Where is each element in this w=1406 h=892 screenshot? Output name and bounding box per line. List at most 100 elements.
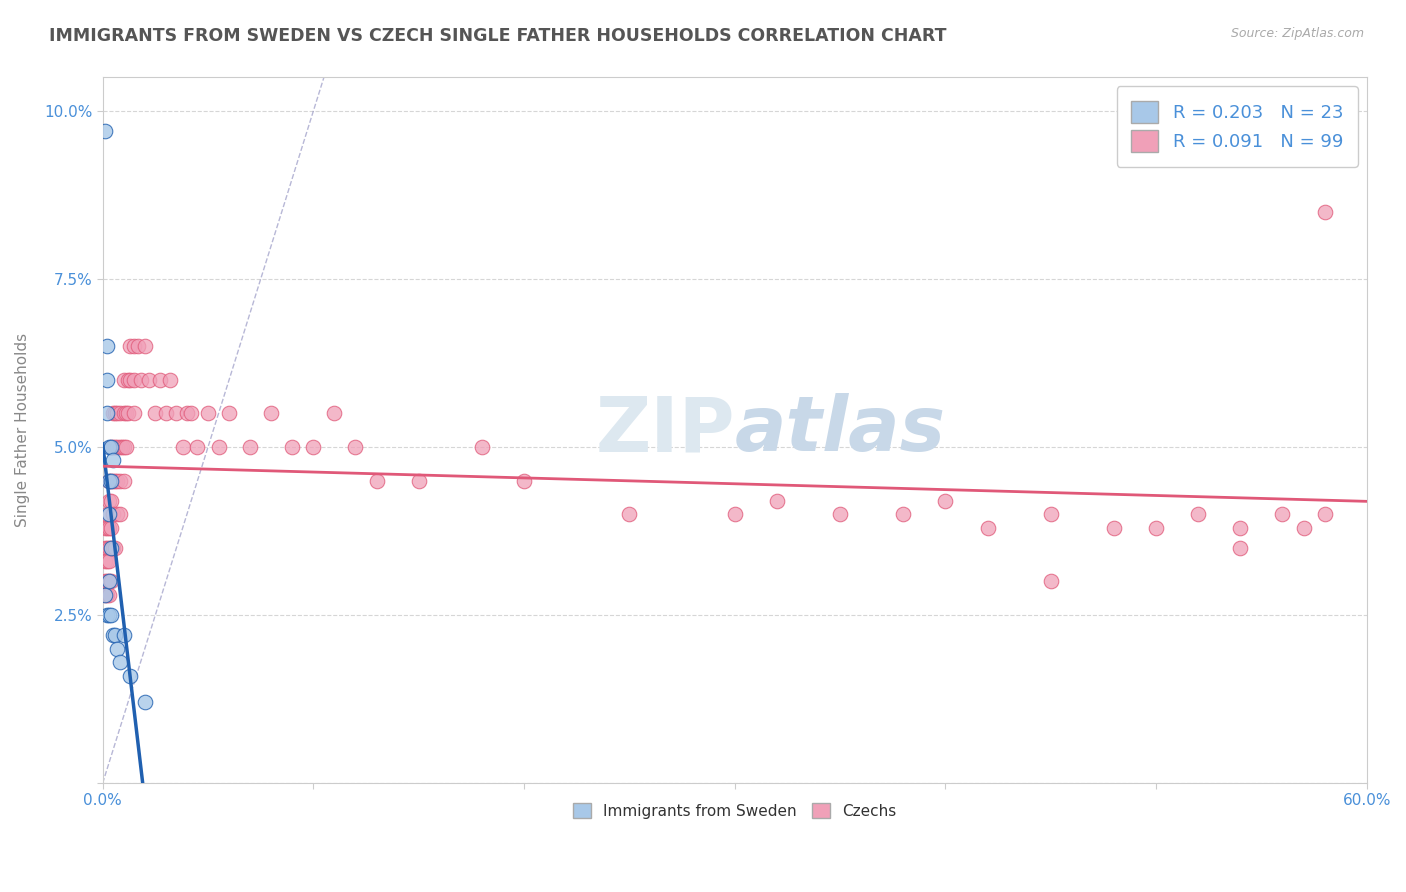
Point: [115, 440, 138, 454]
Point: [100, 440, 122, 454]
Point: [344, 440, 367, 454]
Point: [100, 493, 122, 508]
Y-axis label: Single Father Households: Single Father Households: [15, 334, 30, 527]
Point: [100, 440, 122, 454]
Point: [94, 124, 117, 138]
Point: [366, 474, 388, 488]
Point: [94, 554, 117, 568]
Point: [108, 508, 131, 522]
Point: [408, 474, 430, 488]
Point: [172, 440, 194, 454]
Point: [134, 695, 156, 709]
Point: [129, 373, 152, 387]
Point: [98, 588, 121, 602]
Point: [112, 373, 135, 387]
Point: [1229, 521, 1251, 535]
Point: [112, 628, 135, 642]
Point: [1187, 508, 1209, 522]
Point: [108, 655, 131, 669]
Point: [1144, 521, 1167, 535]
Point: [176, 406, 198, 420]
Point: [934, 493, 956, 508]
Point: [103, 453, 125, 467]
Point: [108, 406, 131, 420]
Point: [1039, 574, 1062, 589]
Point: [197, 406, 219, 420]
Point: [124, 373, 146, 387]
Point: [619, 508, 641, 522]
Point: [155, 406, 177, 420]
Point: [98, 493, 121, 508]
Point: [100, 474, 122, 488]
Point: [120, 668, 142, 682]
Point: [207, 440, 229, 454]
Point: [103, 406, 125, 420]
Point: [100, 541, 122, 555]
Point: [1039, 508, 1062, 522]
Point: [98, 554, 121, 568]
Point: [766, 493, 789, 508]
Point: [100, 474, 122, 488]
Point: [96, 508, 118, 522]
Point: [186, 440, 208, 454]
Point: [104, 406, 127, 420]
Point: [1229, 541, 1251, 555]
Point: [104, 541, 127, 555]
Point: [98, 521, 121, 535]
Point: [120, 373, 142, 387]
Point: [96, 574, 118, 589]
Point: [100, 574, 122, 589]
Point: [143, 406, 166, 420]
Point: [120, 339, 142, 353]
Point: [124, 339, 146, 353]
Point: [148, 373, 170, 387]
Point: [107, 508, 129, 522]
Point: [471, 440, 494, 454]
Point: [112, 406, 135, 420]
Point: [828, 508, 851, 522]
Point: [103, 474, 125, 488]
Point: [107, 440, 129, 454]
Legend: Immigrants from Sweden, Czechs: Immigrants from Sweden, Czechs: [567, 797, 903, 825]
Point: [96, 406, 118, 420]
Point: [100, 608, 122, 623]
Point: [107, 641, 129, 656]
Point: [124, 406, 146, 420]
Point: [1313, 204, 1336, 219]
Point: [239, 440, 262, 454]
Point: [104, 628, 127, 642]
Point: [180, 406, 202, 420]
Point: [103, 508, 125, 522]
Point: [218, 406, 240, 420]
Point: [94, 588, 117, 602]
Point: [117, 406, 139, 420]
Point: [134, 339, 156, 353]
Point: [98, 508, 121, 522]
Point: [115, 406, 138, 420]
Point: [94, 521, 117, 535]
Point: [96, 588, 118, 602]
Point: [104, 440, 127, 454]
Point: [323, 406, 346, 420]
Point: [111, 440, 134, 454]
Point: [103, 541, 125, 555]
Point: [128, 339, 150, 353]
Point: [98, 474, 121, 488]
Point: [100, 541, 122, 555]
Text: Source: ZipAtlas.com: Source: ZipAtlas.com: [1230, 27, 1364, 40]
Point: [1313, 508, 1336, 522]
Point: [107, 474, 129, 488]
Point: [96, 373, 118, 387]
Point: [94, 588, 117, 602]
Point: [112, 474, 135, 488]
Point: [96, 608, 118, 623]
Point: [100, 521, 122, 535]
Point: [96, 521, 118, 535]
Point: [103, 440, 125, 454]
Point: [117, 373, 139, 387]
Point: [108, 474, 131, 488]
Point: [94, 574, 117, 589]
Point: [96, 541, 118, 555]
Point: [1271, 508, 1294, 522]
Point: [104, 474, 127, 488]
